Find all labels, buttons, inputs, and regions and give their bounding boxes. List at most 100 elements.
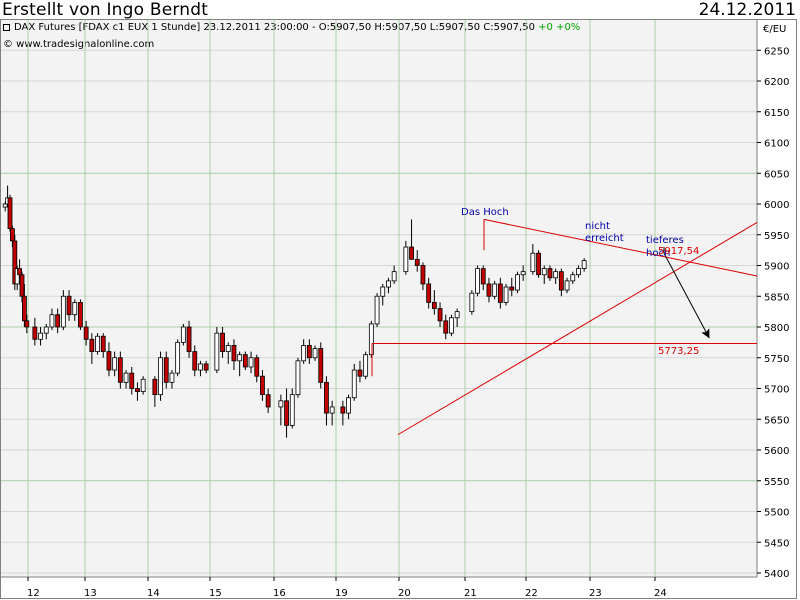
x-tick-label: 22 [525, 588, 538, 599]
annotation-erreicht: erreicht [585, 233, 624, 244]
candle-body [129, 372, 135, 389]
y-tick-label: 5600 [764, 446, 789, 457]
candle-body [492, 283, 498, 297]
candle-body [106, 351, 112, 371]
candle-body [163, 357, 169, 383]
candle-body [318, 348, 324, 383]
y-tick-label: 6150 [764, 108, 789, 119]
candle-body [7, 197, 13, 230]
candle-body [9, 228, 15, 242]
candle-body [123, 372, 129, 383]
annotation-level-5773: 5773,25 [658, 346, 699, 357]
candle-body [386, 280, 391, 288]
candle-body [530, 252, 536, 273]
x-tick-label: 19 [335, 588, 348, 599]
candle-body [503, 286, 509, 303]
annotation-hoch: hoch [646, 248, 670, 259]
candle-body [38, 332, 43, 340]
candle-body [60, 295, 66, 328]
y-tick-label: 6100 [764, 139, 789, 150]
candle-body [515, 274, 520, 291]
candle-body [265, 394, 271, 408]
candle-body [17, 268, 23, 276]
candle-body [547, 268, 553, 279]
series-toggle-icon[interactable] [3, 23, 10, 31]
candle-body [409, 246, 414, 260]
candle-body [576, 268, 581, 276]
y-tick-label: 5500 [764, 508, 789, 519]
candle-body [140, 378, 146, 392]
candle-body [231, 345, 237, 362]
annotation-tieferes: tieferes [646, 235, 684, 246]
candle-body [431, 301, 437, 309]
copyright-label: © www.tradesignalonline.com [3, 39, 155, 50]
candle-body [95, 335, 100, 353]
candle-body [329, 406, 335, 414]
uptrend-line [397, 222, 758, 436]
candle-body [414, 258, 420, 266]
candle-body [186, 326, 192, 353]
x-tick-label: 16 [273, 588, 286, 599]
candle-body [83, 326, 89, 340]
candle-body [214, 332, 220, 371]
candle-body [509, 286, 515, 291]
y-tick-label: 5550 [764, 477, 789, 488]
candle-body [368, 323, 374, 356]
annotation-level-5917: 5917,54 [658, 246, 699, 257]
y-tick-label: 6000 [764, 200, 789, 211]
header-date: 24.12.2011 [698, 0, 796, 20]
x-tick-label: 20 [398, 588, 411, 599]
candle-body [324, 381, 329, 414]
y-tick-label: 5700 [764, 385, 789, 396]
x-tick-label: 12 [27, 588, 40, 599]
x-tick-label: 13 [84, 588, 97, 599]
x-tick-label: 24 [654, 588, 667, 599]
candle-body [351, 369, 357, 399]
candle-body [570, 274, 576, 282]
x-tick-label: 23 [589, 588, 602, 599]
candle-body [78, 301, 83, 328]
candle-body [237, 354, 243, 362]
candle-body [374, 295, 380, 325]
y-tick-label: 5850 [764, 292, 789, 303]
candle-body [541, 268, 547, 276]
candle-body [403, 246, 409, 273]
y-tick-label: 5650 [764, 415, 789, 426]
candle-body [225, 345, 231, 353]
candle-body [443, 320, 449, 334]
candle-body [454, 311, 460, 319]
y-tick-label: 5750 [764, 354, 789, 365]
candle-body [24, 320, 30, 328]
candle-body [260, 375, 265, 396]
candle-body [475, 268, 480, 294]
candle-body [49, 314, 55, 328]
candle-body [152, 378, 158, 396]
candle-body [449, 317, 454, 334]
candle-body [2, 203, 8, 208]
candle-body [21, 295, 27, 322]
candle-body [100, 335, 106, 353]
y-tick-label: 6050 [764, 169, 789, 180]
y-tick-label: 5800 [764, 323, 789, 334]
candle-body [295, 360, 301, 396]
candle-body [220, 332, 225, 352]
candle-body [497, 283, 503, 303]
chart-frame [0, 19, 797, 599]
y-tick-label: 5400 [764, 569, 789, 580]
candle-body [480, 268, 486, 285]
candle-body [242, 354, 248, 368]
y-tick-label: 5950 [764, 231, 789, 242]
candle-body [346, 397, 351, 414]
candle-body [89, 338, 95, 352]
candle-body [55, 314, 61, 328]
candle-body [357, 369, 363, 377]
candle-body [558, 271, 564, 291]
candle-body [486, 283, 492, 297]
candle-body [43, 326, 49, 334]
candle-body [420, 265, 426, 285]
author-title: Erstellt von Ingo Berndt [2, 0, 209, 20]
y-tick-label: 5450 [764, 538, 789, 549]
candle-body [203, 363, 209, 371]
candle-body [135, 388, 140, 392]
